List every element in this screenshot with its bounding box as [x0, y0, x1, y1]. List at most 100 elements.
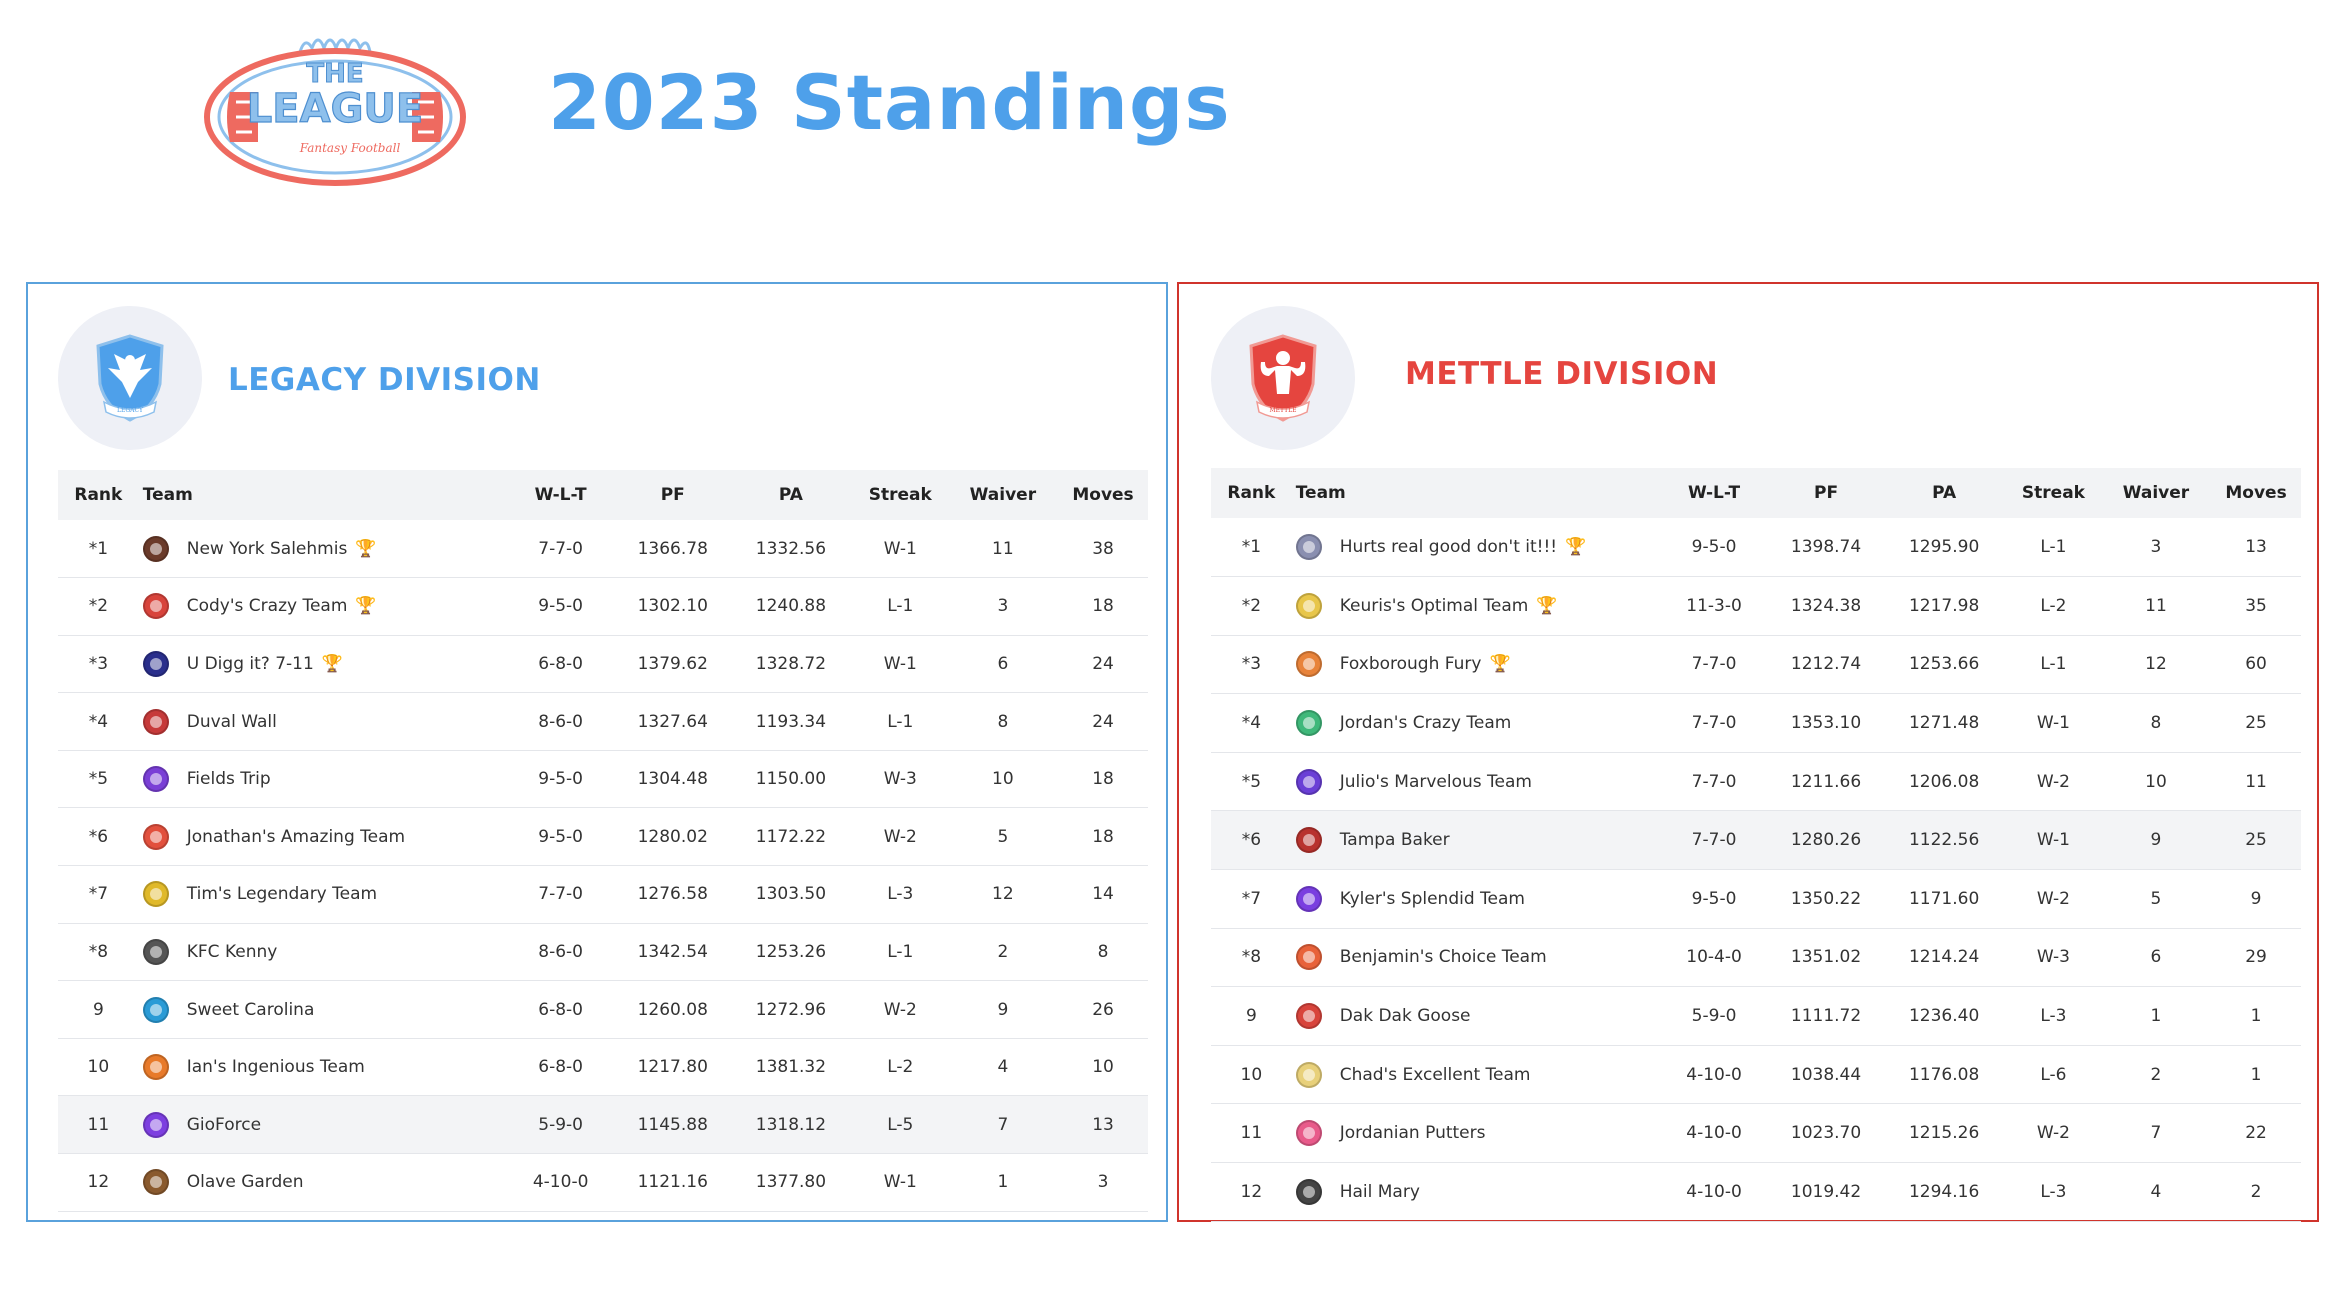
- table-row[interactable]: *8 Benjamin's Choice Team 10-4-0 1351.02 121…: [1211, 928, 2301, 987]
- team-cell[interactable]: Jordanian Putters: [1292, 1104, 1659, 1163]
- team-cell[interactable]: Hail Mary: [1292, 1163, 1659, 1222]
- team-name[interactable]: Jordanian Putters: [1339, 1123, 1486, 1144]
- moves-cell: 3: [1097, 1172, 1109, 1193]
- table-row[interactable]: *3 U Digg it? 7-11 🏆 6-8-0 1379.62 1328.72 W-1…: [58, 635, 1148, 693]
- pa-cell: 1253.26: [755, 941, 827, 962]
- table-row[interactable]: 9 Sweet Carolina 6-8-0 1260.08 1272.96 W-2 9 26: [58, 981, 1148, 1039]
- team-name[interactable]: Cody's Crazy Team: [186, 596, 348, 617]
- col-pf-header[interactable]: PF: [660, 485, 685, 505]
- moves-cell: 13: [2245, 537, 2267, 558]
- team-name[interactable]: Jordan's Crazy Team: [1339, 713, 1512, 734]
- table-row[interactable]: 9 Dak Dak Goose 5-9-0 1111.72 1236.40 L-3 1 1: [1211, 987, 2301, 1046]
- team-name[interactable]: New York Salehmis: [186, 538, 348, 559]
- team-cell[interactable]: Julio's Marvelous Team: [1292, 752, 1659, 811]
- team-cell[interactable]: Jordan's Crazy Team: [1292, 694, 1659, 753]
- table-row[interactable]: 12 Olave Garden 4-10-0 1121.16 1377.80 W-1 1 3: [58, 1154, 1148, 1212]
- table-row[interactable]: *5 Julio's Marvelous Team 7-7-0 1211.66 1206…: [1211, 752, 2301, 811]
- team-cell[interactable]: Sweet Carolina: [139, 981, 505, 1039]
- table-row[interactable]: *1 New York Salehmis 🏆 7-7-0 1366.78 1332.56 W…: [58, 520, 1148, 578]
- team-name[interactable]: Duval Wall: [186, 711, 277, 732]
- pf-cell: 1211.66: [1790, 771, 1862, 792]
- pf-cell: 1276.58: [637, 884, 708, 905]
- team-name[interactable]: Jonathan's Amazing Team: [186, 826, 406, 847]
- col-pa-header[interactable]: PA: [1932, 483, 1957, 503]
- team-name[interactable]: Kyler's Splendid Team: [1339, 888, 1525, 909]
- table-row[interactable]: *1 Hurts real good don't it!!! 🏆 9-5-0 1398.…: [1211, 518, 2301, 577]
- team-cell[interactable]: Hurts real good don't it!!! 🏆: [1292, 518, 1659, 577]
- col-team-header[interactable]: Team: [142, 485, 193, 505]
- table-row[interactable]: *2 Cody's Crazy Team 🏆 9-5-0 1302.10 1240.88 L…: [58, 578, 1148, 636]
- team-cell[interactable]: New York Salehmis 🏆: [139, 520, 505, 578]
- col-wlt-header[interactable]: W-L-T: [1688, 483, 1741, 503]
- table-row[interactable]: *6 Tampa Baker 7-7-0 1280.26 1122.56 W-1 9 25: [1211, 810, 2301, 870]
- team-cell[interactable]: Tampa Baker: [1292, 811, 1659, 870]
- team-cell[interactable]: U Digg it? 7-11 🏆: [139, 635, 505, 693]
- col-rank-header[interactable]: Rank: [1227, 483, 1276, 503]
- col-moves-header[interactable]: Moves: [2225, 483, 2287, 503]
- col-waiver-header[interactable]: Waiver: [969, 485, 1037, 505]
- team-cell[interactable]: Duval Wall: [139, 693, 505, 751]
- team-cell[interactable]: Kyler's Splendid Team: [1292, 870, 1659, 929]
- team-wrap: Kyler's Splendid Team: [1295, 885, 1659, 912]
- table-row[interactable]: *7 Kyler's Splendid Team 9-5-0 1350.22 1171.…: [1211, 870, 2301, 929]
- team-name[interactable]: Olave Garden: [186, 1172, 304, 1193]
- team-cell[interactable]: Fields Trip: [139, 750, 505, 808]
- team-name[interactable]: Ian's Ingenious Team: [186, 1057, 365, 1078]
- mettle-standings-table: Rank Team W-L-T PF PA Streak Waiver Move…: [1211, 468, 2301, 1222]
- team-name[interactable]: GioForce: [186, 1114, 262, 1135]
- rank-cell: 12: [87, 1172, 110, 1193]
- team-cell[interactable]: Tim's Legendary Team: [139, 866, 505, 924]
- table-row[interactable]: *7 Tim's Legendary Team 7-7-0 1276.58 1303.5…: [58, 866, 1148, 924]
- team-cell[interactable]: Keuris's Optimal Team 🏆: [1292, 577, 1659, 636]
- team-name[interactable]: Benjamin's Choice Team: [1339, 947, 1547, 968]
- col-moves-header[interactable]: Moves: [1072, 485, 1134, 505]
- team-name[interactable]: Hail Mary: [1339, 1181, 1420, 1202]
- team-name[interactable]: Sweet Carolina: [186, 999, 315, 1020]
- table-row[interactable]: *4 Jordan's Crazy Team 7-7-0 1353.10 1271.48…: [1211, 694, 2301, 753]
- legacy-crest-label: LEGACY: [117, 407, 144, 414]
- col-wlt-header[interactable]: W-L-T: [534, 485, 587, 505]
- team-cell[interactable]: Jonathan's Amazing Team: [139, 808, 505, 866]
- col-pa-header[interactable]: PA: [778, 485, 803, 505]
- team-cell[interactable]: Cody's Crazy Team 🏆: [139, 578, 505, 636]
- team-cell[interactable]: Olave Garden: [139, 1154, 505, 1212]
- col-pf-header[interactable]: PF: [1814, 483, 1839, 503]
- table-row[interactable]: *8 KFC Kenny 8-6-0 1342.54 1253.26 L-1 2 8: [58, 923, 1148, 981]
- streak-cell: L-2: [2040, 595, 2067, 616]
- team-cell[interactable]: Ian's Ingenious Team: [139, 1038, 505, 1096]
- table-row[interactable]: *3 Foxborough Fury 🏆 7-7-0 1212.74 1253.66 L-1…: [1211, 635, 2301, 694]
- team-name[interactable]: Fields Trip: [186, 769, 271, 790]
- table-row[interactable]: *6 Jonathan's Amazing Team 9-5-0 1280.02 117…: [58, 808, 1148, 866]
- team-name[interactable]: Foxborough Fury: [1339, 654, 1482, 675]
- table-row[interactable]: 12 Hail Mary 4-10-0 1019.42 1294.16 L-3 4 2: [1211, 1163, 2301, 1222]
- col-rank-header[interactable]: Rank: [74, 485, 123, 505]
- team-name[interactable]: Tampa Baker: [1339, 830, 1450, 851]
- team-name[interactable]: U Digg it? 7-11: [186, 653, 314, 674]
- team-name[interactable]: Keuris's Optimal Team: [1339, 595, 1529, 616]
- team-cell[interactable]: Foxborough Fury 🏆: [1292, 635, 1659, 694]
- team-cell[interactable]: Dak Dak Goose: [1292, 987, 1659, 1046]
- col-waiver-header[interactable]: Waiver: [2122, 483, 2190, 503]
- table-row[interactable]: 11 GioForce 5-9-0 1145.88 1318.12 L-5 7 13: [58, 1095, 1148, 1154]
- team-name[interactable]: KFC Kenny: [186, 941, 278, 962]
- col-streak-header[interactable]: Streak: [2021, 483, 2085, 503]
- moves-cell: 25: [2245, 830, 2267, 851]
- team-name[interactable]: Chad's Excellent Team: [1339, 1064, 1531, 1085]
- team-name[interactable]: Julio's Marvelous Team: [1339, 771, 1532, 792]
- col-team-header[interactable]: Team: [1295, 483, 1346, 503]
- table-row[interactable]: 11 Jordanian Putters 4-10-0 1023.70 1215.26 W…: [1211, 1104, 2301, 1163]
- team-cell[interactable]: KFC Kenny: [139, 923, 505, 981]
- team-cell[interactable]: Chad's Excellent Team: [1292, 1045, 1659, 1104]
- table-row[interactable]: 10 Ian's Ingenious Team 6-8-0 1217.80 1381.3…: [58, 1038, 1148, 1096]
- team-name[interactable]: Dak Dak Goose: [1339, 1006, 1471, 1027]
- table-row[interactable]: *5 Fields Trip 9-5-0 1304.48 1150.00 W-3 10 18: [58, 750, 1148, 808]
- table-row[interactable]: *4 Duval Wall 8-6-0 1327.64 1193.34 L-1 8 24: [58, 693, 1148, 751]
- team-name[interactable]: Tim's Legendary Team: [186, 884, 378, 905]
- team-cell[interactable]: Benjamin's Choice Team: [1292, 928, 1659, 987]
- table-row[interactable]: *2 Keuris's Optimal Team 🏆 11-3-0 1324.38 121…: [1211, 577, 2301, 636]
- team-name[interactable]: Hurts real good don't it!!!: [1339, 537, 1558, 558]
- table-row[interactable]: 10 Chad's Excellent Team 4-10-0 1038.44 1176…: [1211, 1045, 2301, 1104]
- team-cell[interactable]: GioForce: [139, 1096, 505, 1154]
- col-streak-header[interactable]: Streak: [868, 485, 932, 505]
- waiver-cell: 2: [997, 941, 1009, 962]
